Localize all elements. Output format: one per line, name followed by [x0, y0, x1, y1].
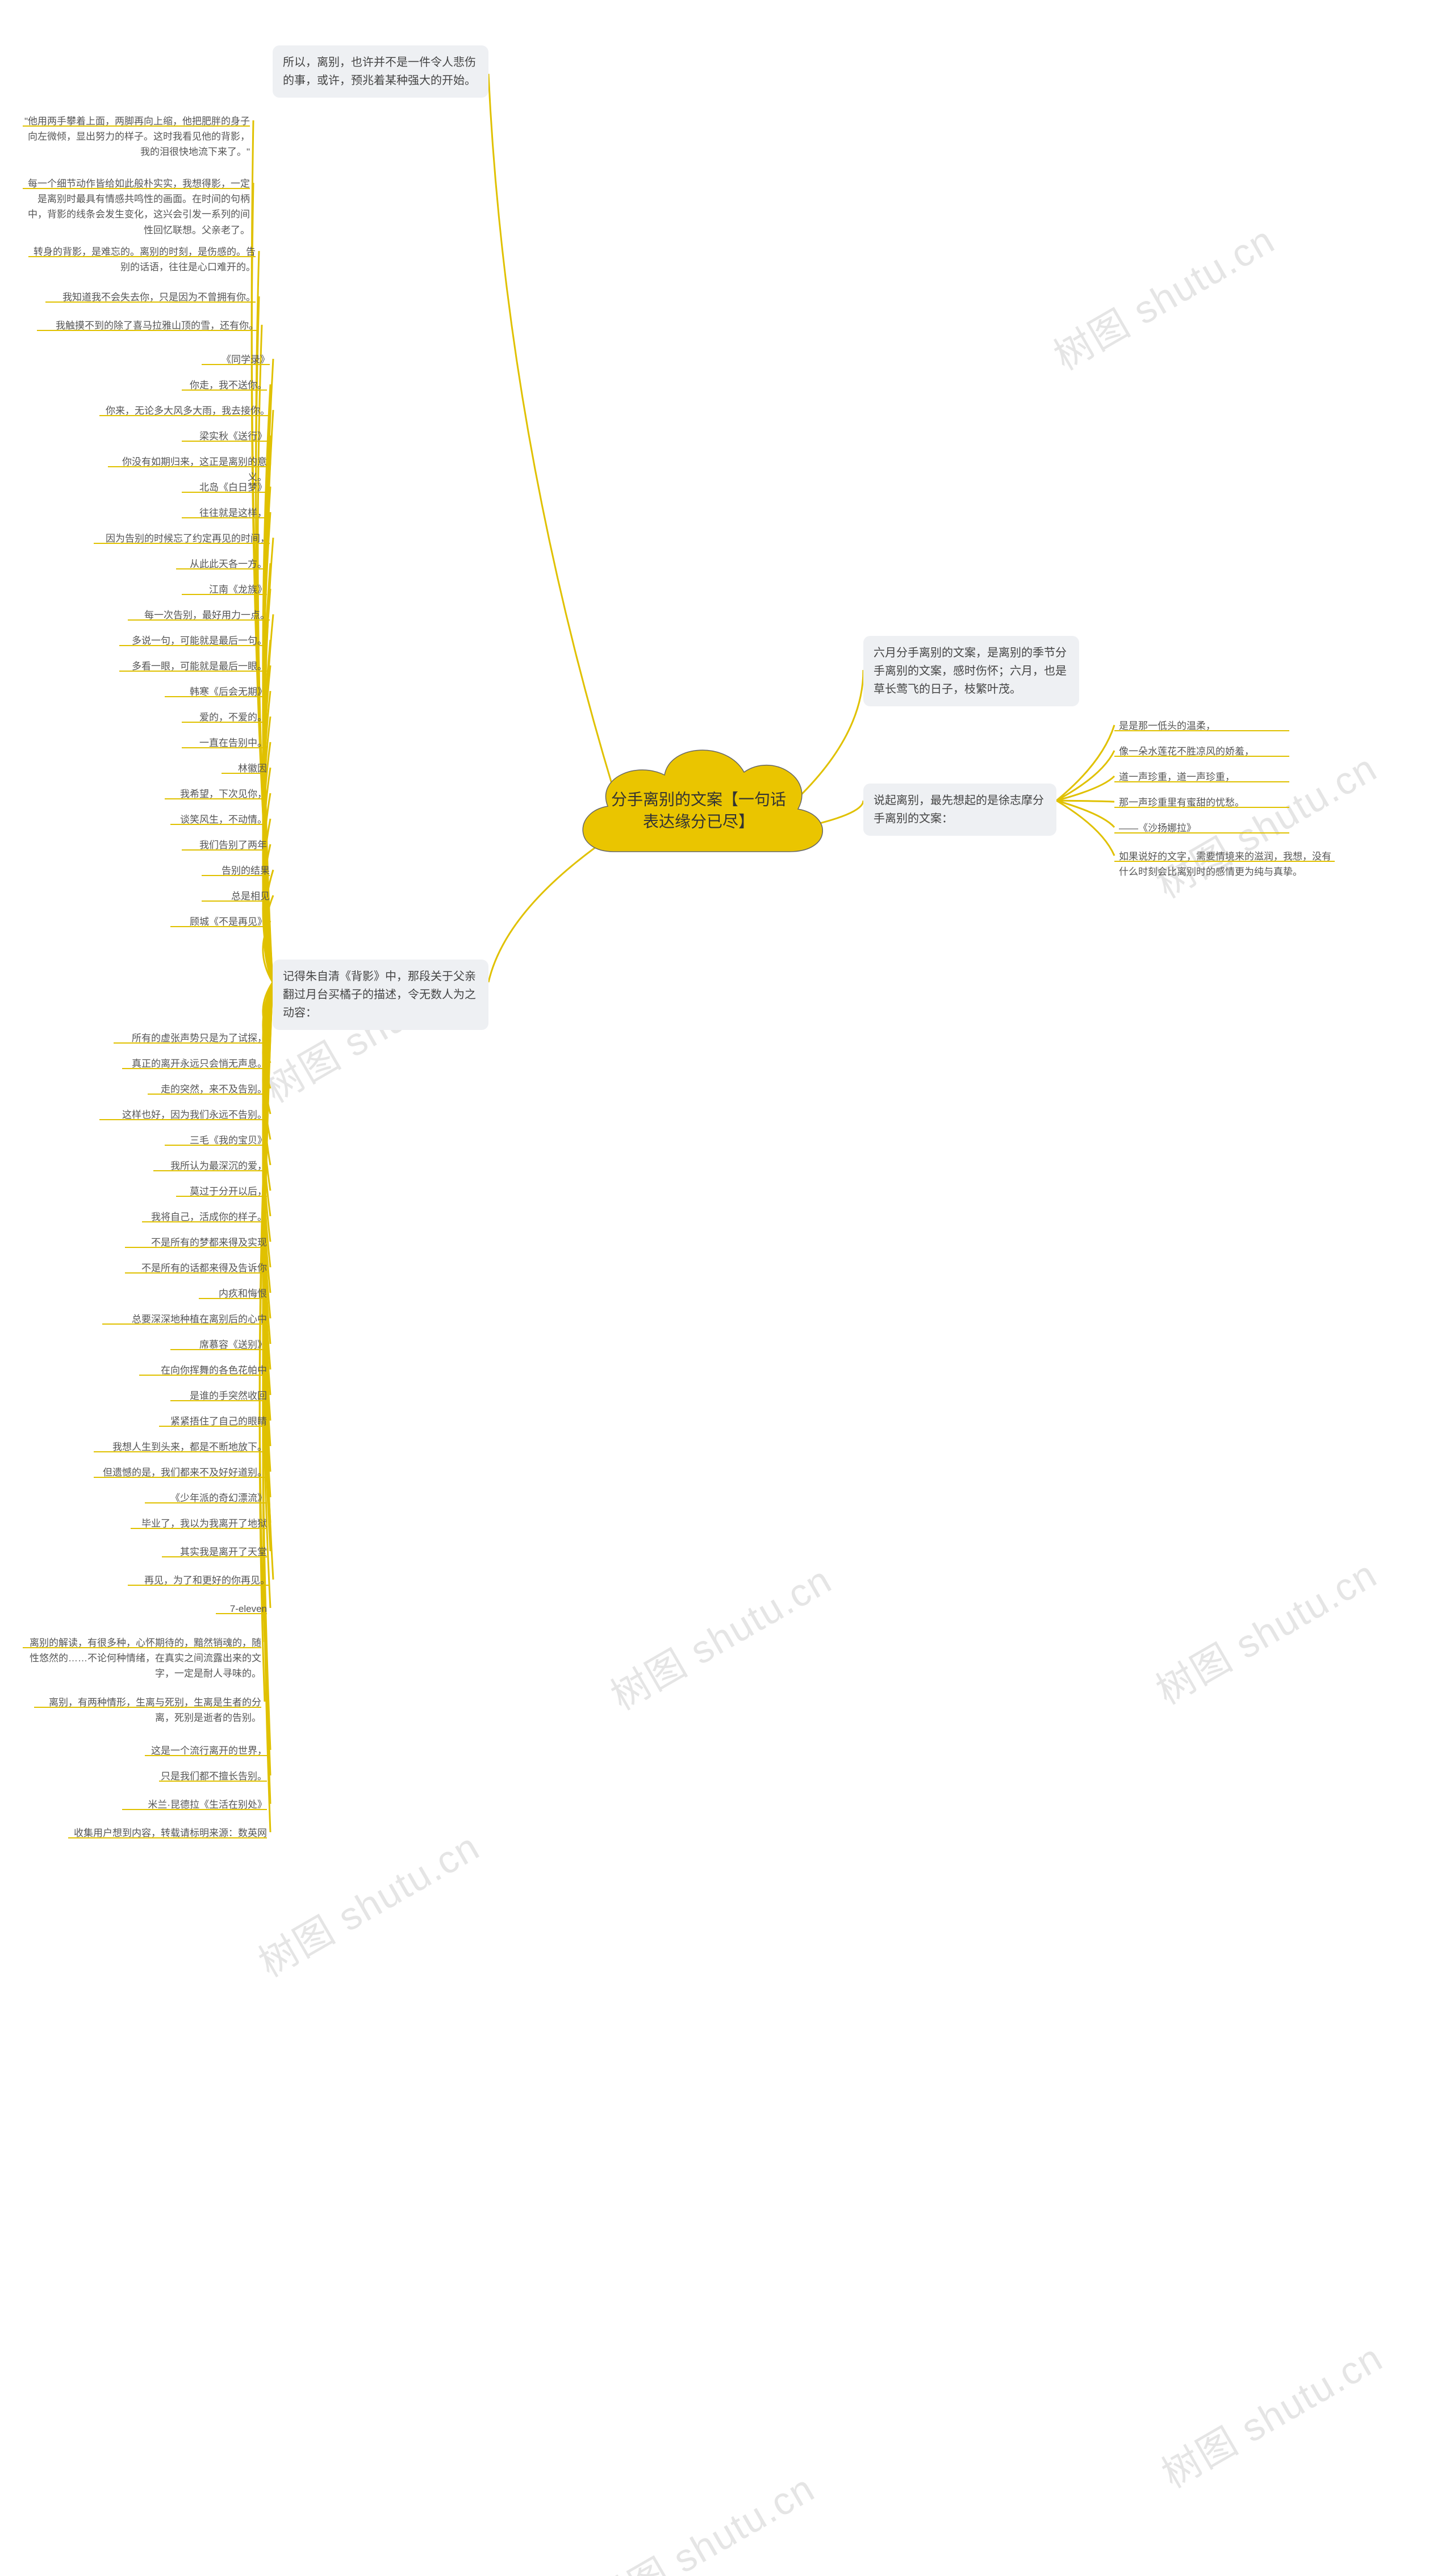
root-node: 分手离别的文案【一句话表达缘分已尽】 — [568, 721, 829, 891]
leaf-left: 不是所有的梦都来得及实现 — [125, 1235, 267, 1250]
leaf-left: 江南《龙族》 — [182, 582, 267, 597]
leaf-left: 紧紧捂住了自己的眼睛 — [159, 1414, 267, 1429]
leaf-left: 其实我是离开了天堂 — [162, 1544, 267, 1560]
leaf-left: 我知道我不会失去你，只是因为不曾拥有你。 — [45, 290, 256, 305]
leaf-left: 再见，为了和更好的你再见。 — [128, 1573, 270, 1588]
leaf-left: 三毛《我的宝贝》 — [165, 1133, 267, 1148]
leaf-left: 不是所有的话都来得及告诉你 — [125, 1260, 267, 1276]
leaf-left: 你来，无论多大风多大雨，我去接你。 — [99, 403, 270, 418]
leaf-left: 但遗憾的是，我们都来不及好好道别。 — [94, 1465, 267, 1480]
leaf-left: 7-eleven — [216, 1601, 267, 1616]
leaf-left: 莫过于分开以后， — [176, 1184, 267, 1199]
leaf-left: 米兰·昆德拉《生活在别处》 — [122, 1797, 267, 1812]
leaf-left: 北岛《白日梦》 — [182, 480, 267, 495]
leaf-left: 是谁的手突然收回 — [170, 1388, 267, 1404]
root-label: 分手离别的文案【一句话表达缘分已尽】 — [607, 789, 790, 833]
leaf-left: 从此此天各一方。 — [176, 556, 267, 572]
leaf-left: 总要深深地种植在离别后的心中 — [102, 1312, 267, 1327]
leaf-right: 如果说好的文字，需要情境来的滋润，我想，没有什么时刻会比离别时的感情更为纯与真挚… — [1119, 849, 1335, 879]
leaf-left: 我将自己，活成你的样子。 — [142, 1209, 267, 1225]
leaf-left: 林徽因 — [222, 761, 267, 776]
leaf-left: 真正的离开永远只会悄无声息。 — [122, 1056, 267, 1071]
leaf-left: 告别的结果 — [202, 863, 270, 878]
leaf-left: 毕业了，我以为我离开了地狱 — [131, 1516, 267, 1531]
leaf-left: 我想人生到头来，都是不断地放下。 — [94, 1439, 267, 1455]
leaf-left: 因为告别的时候忘了约定再见的时间， — [94, 531, 270, 546]
branch-summary-0: 所以，离别，也许并不是一件令人悲伤的事，或许，预兆着某种强大的开始。 — [273, 45, 488, 98]
leaf-left: 你走，我不送你。 — [182, 378, 267, 393]
leaf-left: 多看一眼，可能就是最后一眼。 — [119, 659, 267, 674]
leaf-right: 道一声珍重，道一声珍重， — [1119, 769, 1289, 785]
leaf-left: 我们告别了两年 — [182, 837, 267, 853]
leaf-left: 每一次告别，最好用力一点。 — [128, 608, 270, 623]
leaf-left: 在向你挥舞的各色花帕中 — [139, 1363, 267, 1378]
leaf-left: 走的突然，来不及告别。 — [148, 1082, 267, 1097]
leaf-left: 梁实秋《送行》 — [182, 429, 267, 444]
leaf-left: 我触摸不到的除了喜马拉雅山顶的雪，还有你。 — [37, 318, 258, 333]
leaf-left: 我希望，下次见你， — [165, 786, 267, 802]
leaf-left: 往往就是这样， — [182, 505, 267, 521]
leaf-left: 离别，有两种情形，生离与死别，生离是生者的分离，死别是逝者的告别。 — [34, 1695, 261, 1725]
leaf-right: ——《沙扬娜拉》 — [1119, 820, 1289, 836]
leaf-right: 那一声珍重里有蜜甜的忧愁。 — [1119, 795, 1289, 810]
leaf-left: 总是相见 — [202, 889, 270, 904]
leaf-left: 收集用户想到内容，转载请标明来源：数英网 — [68, 1825, 267, 1841]
leaf-left: 所有的虚张声势只是为了试探， — [114, 1031, 267, 1046]
leaf-left: "他用两手攀着上面，两脚再向上缩，他把肥胖的身子向左微倾，显出努力的样子。这时我… — [23, 114, 250, 160]
leaf-left: 谈笑风生，不动情。 — [170, 812, 267, 827]
leaf-left: 一直在告别中。 — [182, 735, 267, 751]
branch-summary-2: 六月分手离别的文案，是离别的季节分手离别的文案，感时伤怀；六月，也是草长莺飞的日… — [863, 636, 1079, 706]
leaf-left: 转身的背影，是难忘的。离别的时刻，是伤感的。告别的话语，往往是心口难开的。 — [28, 244, 256, 275]
leaf-left: 顾城《不是再见》 — [170, 914, 267, 929]
leaf-left: 爱的，不爱的。 — [182, 710, 267, 725]
leaf-left: 只是我们都不擅长告别。 — [159, 1769, 267, 1784]
leaf-right: 像一朵水莲花不胜凉风的娇羞， — [1119, 744, 1289, 759]
leaf-left: 离别的解读，有很多种，心怀期待的，黯然销魂的，随性悠然的……不论何种情绪，在真实… — [23, 1635, 261, 1682]
leaf-left: 多说一句，可能就是最后一句。 — [119, 633, 267, 648]
leaf-left: 《少年派的奇幻漂流》 — [145, 1490, 267, 1506]
branch-summary-1: 记得朱自清《背影》中，那段关于父亲翻过月台买橘子的描述，令无数人为之动容： — [273, 960, 488, 1030]
leaf-left: 《同学录》 — [202, 352, 270, 367]
leaf-left: 我所认为最深沉的爱， — [153, 1158, 267, 1174]
leaf-left: 每一个细节动作皆给如此般朴实实，我想得影，一定是离别时最具有情感共鸣性的画面。在… — [23, 176, 250, 238]
leaf-left: 这是一个流行离开的世界， — [145, 1743, 267, 1758]
leaf-left: 内疚和悔恨 — [199, 1286, 267, 1301]
leaf-left: 这样也好，因为我们永远不告别。 — [99, 1107, 267, 1122]
leaf-left: 韩寒《后会无期》 — [165, 684, 267, 700]
branch-summary-3: 说起离别，最先想起的是徐志摩分手离别的文案： — [863, 784, 1056, 836]
leaf-right: 是是那一低头的温柔， — [1119, 718, 1289, 734]
leaf-left: 席慕容《送别》 — [170, 1337, 267, 1352]
